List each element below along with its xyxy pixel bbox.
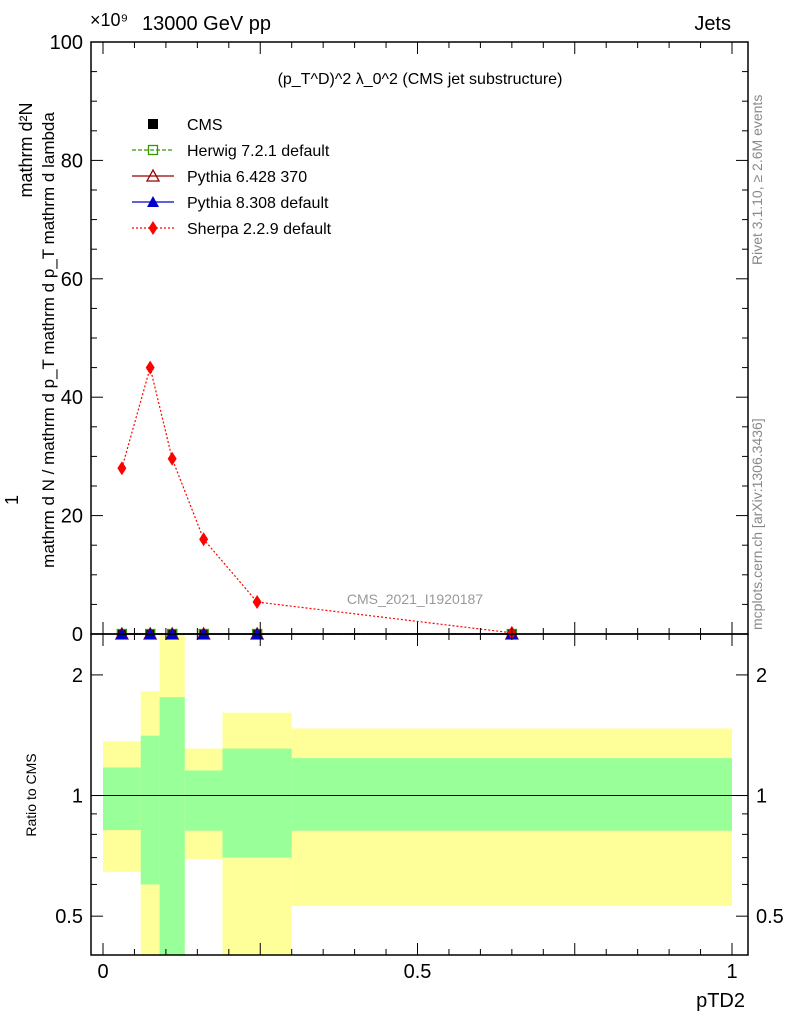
header-right: Jets [694, 13, 731, 35]
legend-marker-1 [147, 144, 159, 156]
band-1sigma [222, 748, 292, 858]
x-axis-label: pTD2 [696, 990, 745, 1012]
ratio-y-tick-label: 0.5 [756, 906, 784, 928]
watermark: CMS_2021_I1920187 [347, 591, 483, 607]
band-1sigma [140, 735, 160, 885]
data-point-4-3 [199, 532, 209, 547]
data-point-4-2 [167, 451, 177, 466]
data-point-4-0 [117, 461, 127, 476]
mcplots-label: mcplots.cern.ch [arXiv:1306.3436] [749, 418, 765, 630]
legend: CMS Herwig 7.2.1 default Pythia 6.428 370 P… [132, 117, 332, 238]
x-tick-label: 0 [97, 961, 108, 983]
band-1sigma [184, 770, 223, 831]
ratio-y-tick-label: 2 [72, 665, 83, 687]
band-1sigma [103, 767, 141, 831]
data-point-4-4 [252, 595, 262, 610]
plot-title: (p_T^D)^2 λ_0^2 (CMS jet substructure) [278, 71, 563, 88]
ratio-y-tick-label: 1 [756, 786, 767, 808]
y-tick-label: 60 [61, 269, 83, 291]
band-1sigma [291, 758, 732, 831]
ratio-y-tick-label: 1 [72, 786, 83, 808]
y-tick-label: 20 [61, 506, 83, 528]
y-axis-label: 1 mathrm d²N mathrm d N / mathrm d p_T m… [2, 102, 58, 567]
ratio-y-tick-label: 0.5 [55, 906, 83, 928]
x-tick-label: 1 [726, 961, 737, 983]
legend-label-4: Sherpa 2.2.9 default [187, 221, 332, 238]
y-label-num: mathrm d²N [16, 102, 36, 197]
legend-label-3: Pythia 8.308 default [187, 195, 329, 212]
legend-marker-2 [145, 168, 161, 182]
header-exponent: ×10⁹ [90, 10, 128, 30]
x-tick-label: 0.5 [404, 961, 432, 983]
y-tick-label: 0 [72, 624, 83, 646]
y-tick-label: 40 [61, 387, 83, 409]
legend-marker-0 [148, 119, 158, 129]
legend-label-1: Herwig 7.2.1 default [187, 143, 330, 160]
series-line-4 [121, 365, 512, 634]
legend-marker-4 [148, 221, 158, 235]
y-tick-label: 80 [61, 150, 83, 172]
data-point-4-1 [145, 360, 155, 375]
y-label-den: mathrm d N / mathrm d p_T mathrm d p_T m… [39, 112, 58, 568]
legend-marker-3 [147, 196, 159, 207]
header-left: 13000 GeV pp [142, 13, 271, 35]
ratio-frame [90, 633, 749, 956]
legend-label-2: Pythia 6.428 370 [187, 169, 307, 186]
y-label-one: 1 [2, 495, 22, 505]
band-1sigma [159, 697, 185, 955]
y-tick-label: 100 [50, 32, 83, 54]
rivet-label: Rivet 3.1.10, ≥ 2.6M events [749, 95, 765, 265]
legend-label-0: CMS [187, 117, 223, 134]
ratio-y-tick-label: 2 [756, 665, 767, 687]
ratio-y-label: Ratio to CMS [23, 753, 39, 836]
